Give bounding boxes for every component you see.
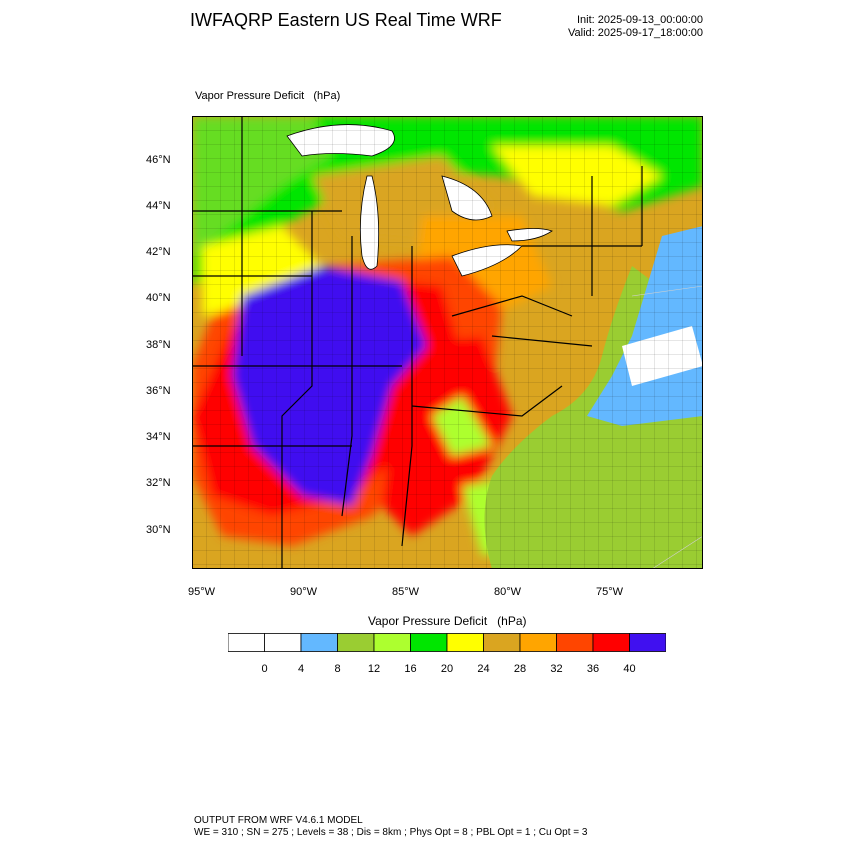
colorbar-swatch-0 — [228, 633, 265, 652]
lat-label-44: 44°N — [146, 200, 171, 212]
init-time: Init: 2025-09-13_00:00:00 — [577, 14, 703, 26]
valid-time: Valid: 2025-09-17_18:00:00 — [568, 27, 703, 39]
colorbar-swatch-1 — [264, 633, 302, 652]
lat-label-30: 30°N — [146, 524, 171, 536]
colorbar-swatch-9 — [556, 633, 594, 652]
colorbar-swatch-7 — [483, 633, 521, 652]
colorbar-tick-label: 0 — [261, 663, 268, 675]
field-label: Vapor Pressure Deficit (hPa) — [195, 90, 341, 102]
lat-label-46: 46°N — [146, 154, 171, 166]
colorbar-tick-label: 20 — [440, 663, 454, 675]
state-borders — [192, 116, 643, 569]
vpd-map — [192, 116, 703, 569]
colorbar-swatch-6 — [446, 633, 484, 652]
footer-line-config: WE = 310 ; SN = 275 ; Levels = 38 ; Dis … — [194, 827, 588, 838]
colorbar-swatch-5 — [410, 633, 448, 652]
map-frame — [192, 116, 703, 569]
colorbar-tick-label: 32 — [550, 663, 563, 675]
lon-label-80: 80°W — [494, 586, 522, 598]
colorbar-tick-label: 28 — [513, 663, 527, 675]
colorbar — [228, 633, 666, 652]
colorbar-swatch-3 — [337, 633, 375, 652]
colorbar-title: Vapor Pressure Deficit (hPa) — [368, 614, 527, 628]
colorbar-tick-label: 40 — [623, 663, 636, 675]
lat-label-32: 32°N — [146, 477, 171, 489]
colorbar-tick-label: 8 — [334, 663, 341, 675]
colorbar-tick-label: 4 — [297, 663, 305, 675]
colorbar-swatch-11 — [629, 633, 666, 652]
lon-label-90: 90°W — [290, 586, 318, 598]
lon-label-95: 95°W — [188, 586, 216, 598]
county-lines — [192, 116, 703, 569]
lat-label-38: 38°N — [146, 339, 171, 351]
colorbar-tick-label: 12 — [367, 663, 381, 675]
lat-label-42: 42°N — [146, 246, 171, 258]
colorbar-swatch-4 — [373, 633, 411, 652]
lon-label-85: 85°W — [392, 586, 420, 598]
lon-label-75: 75°W — [596, 586, 624, 598]
lat-label-36: 36°N — [146, 385, 171, 397]
footer-line-model: OUTPUT FROM WRF V4.6.1 MODEL — [194, 815, 363, 826]
colorbar-tick-label: 24 — [477, 663, 490, 675]
colorbar-swatch-8 — [519, 633, 557, 652]
colorbar-swatch-10 — [592, 633, 630, 652]
lat-label-34: 34°N — [146, 431, 171, 443]
graticule — [631, 285, 703, 569]
colorbar-tick-label: 16 — [404, 663, 417, 675]
lat-label-40: 40°N — [146, 292, 171, 304]
colorbar-tick-label: 36 — [586, 663, 600, 675]
page-title: IWFAQRP Eastern US Real Time WRF — [190, 10, 502, 30]
model-footer: OUTPUT FROM WRF V4.6.1 MODEL WE = 310 ; … — [194, 815, 587, 839]
colorbar-swatch-2 — [300, 633, 338, 652]
